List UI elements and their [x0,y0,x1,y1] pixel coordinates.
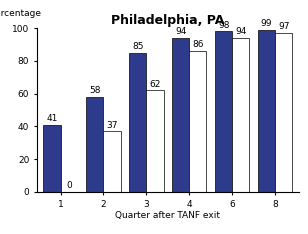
Bar [43,125,61,192]
Bar [275,33,292,192]
Text: 94: 94 [235,27,246,36]
Text: 0: 0 [66,181,72,190]
Text: Percentage: Percentage [0,9,41,18]
Text: 85: 85 [132,42,144,51]
Bar [172,38,189,192]
Bar [86,97,103,192]
Text: 97: 97 [278,22,290,31]
X-axis label: Quarter after TANF exit: Quarter after TANF exit [116,211,220,220]
Bar [258,30,275,192]
Bar [232,38,249,192]
Text: 62: 62 [149,80,161,89]
Bar [146,90,164,192]
Bar [103,131,121,192]
Bar [189,51,206,192]
Bar [129,53,146,192]
Text: 58: 58 [89,86,101,95]
Title: Philadelphia, PA: Philadelphia, PA [111,14,225,27]
Text: 94: 94 [175,27,186,36]
Text: 86: 86 [192,40,204,49]
Bar [215,31,232,192]
Text: 37: 37 [106,121,118,130]
Text: 41: 41 [46,114,58,123]
Text: 99: 99 [261,19,272,28]
Text: 98: 98 [218,21,229,30]
